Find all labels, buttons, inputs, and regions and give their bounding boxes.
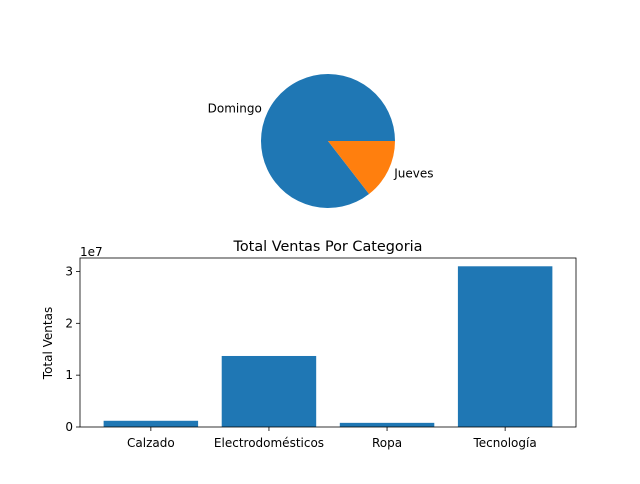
pie-slice-jueves — [328, 141, 395, 194]
y-tick-label: 1 — [65, 368, 73, 382]
y-tick-label: 0 — [65, 420, 73, 434]
pie-chart: Domingo Jueves — [208, 73, 433, 208]
plot-frame — [79, 257, 577, 428]
x-tick-label: Tecnología — [472, 436, 536, 450]
x-tick-label: Ropa — [372, 436, 402, 450]
pie-label-domingo: Domingo — [208, 102, 262, 116]
bar-chart-title: Total Ventas Por Categoria — [233, 239, 423, 255]
bar-electrodomesticos — [221, 355, 317, 427]
bar-chart: Total Ventas Por Categoria 1e7 Total Ven… — [41, 239, 577, 450]
pie-slice-domingo — [260, 73, 395, 208]
y-tick-label: 2 — [65, 316, 73, 330]
x-tick-label: Calzado — [127, 436, 175, 450]
pie-label-jueves: Jueves — [393, 166, 433, 180]
y-axis-scale-label: 1e7 — [80, 245, 103, 259]
bar-ropa — [339, 422, 435, 427]
bar-tecnologia — [457, 266, 553, 427]
y-tick-label: 3 — [65, 265, 73, 279]
bar-calzado — [103, 420, 199, 427]
x-tick-label: Electrodomésticos — [214, 436, 324, 450]
y-axis-label: Total Ventas — [41, 307, 55, 380]
